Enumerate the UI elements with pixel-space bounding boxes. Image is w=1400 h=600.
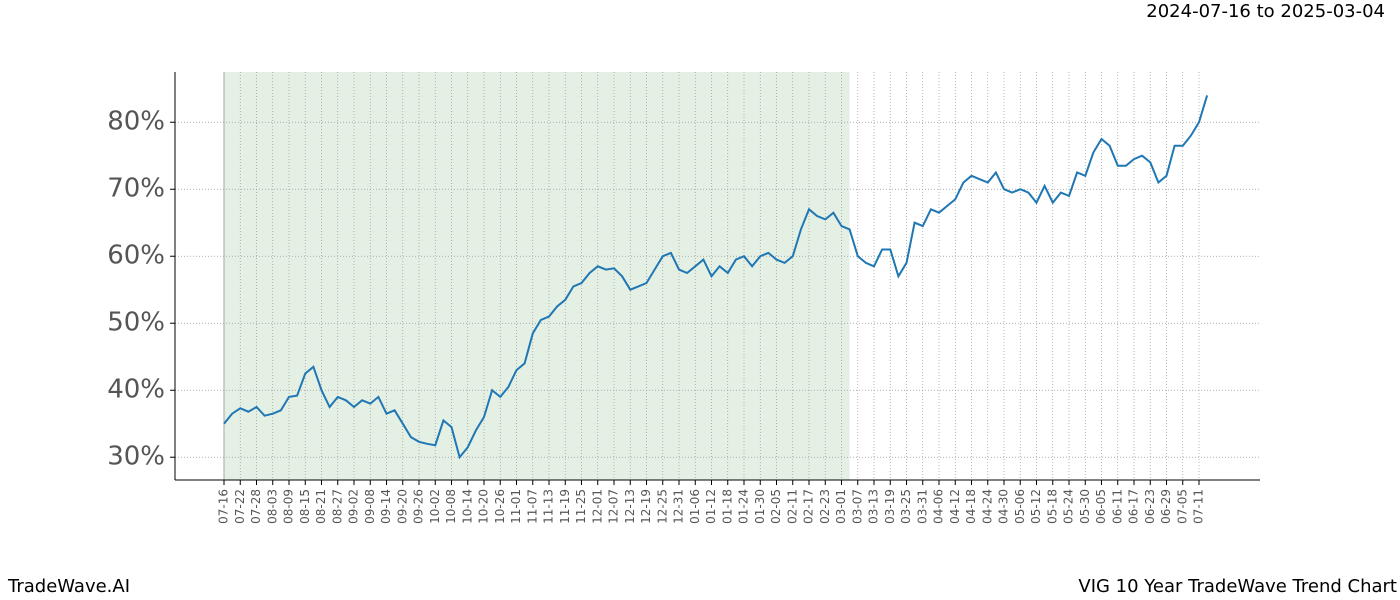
- x-tick-label: 12-01: [590, 489, 604, 524]
- x-tick-label: 10-26: [493, 489, 507, 524]
- x-tick-label: 05-12: [1029, 489, 1043, 524]
- x-tick-label: 03-25: [899, 489, 913, 524]
- x-tick-label: 11-19: [558, 489, 572, 524]
- x-tick-label: 01-06: [688, 489, 702, 524]
- x-tick-label: 04-06: [932, 489, 946, 524]
- x-tick-label: 04-18: [964, 489, 978, 524]
- x-tick-label: 08-27: [330, 489, 344, 524]
- chart-subtitle: 2024-07-16 to 2025-03-04: [1146, 1, 1385, 22]
- x-tick-label: 07-28: [249, 489, 263, 524]
- x-tick-label: 10-08: [444, 489, 458, 524]
- x-tick-label: 10-02: [428, 489, 442, 524]
- x-tick-label: 08-15: [298, 489, 312, 524]
- x-tick-label: 06-17: [1127, 489, 1141, 524]
- x-tick-label: 08-21: [314, 489, 328, 524]
- x-tick-label: 07-11: [1192, 489, 1206, 524]
- x-tick-label: 03-13: [867, 489, 881, 524]
- x-tick-label: 01-30: [753, 489, 767, 524]
- x-tick-label: 12-31: [672, 489, 686, 524]
- y-tick-label: 50%: [107, 308, 165, 338]
- x-tick-label: 05-18: [1045, 489, 1059, 524]
- x-tick-label: 02-11: [785, 489, 799, 524]
- x-tick-label: 09-14: [379, 489, 393, 524]
- x-tick-label: 06-23: [1143, 489, 1157, 524]
- x-tick-label: 11-01: [509, 489, 523, 524]
- x-tick-label: 05-30: [1078, 489, 1092, 524]
- x-tick-label: 06-29: [1159, 489, 1173, 524]
- x-tick-label: 03-01: [834, 489, 848, 524]
- y-tick-label: 80%: [107, 107, 165, 137]
- x-tick-label: 03-19: [883, 489, 897, 524]
- x-tick-label: 01-24: [737, 489, 751, 524]
- x-tick-label: 03-31: [915, 489, 929, 524]
- x-tick-label: 11-13: [542, 489, 556, 524]
- x-tick-label: 12-07: [607, 489, 621, 524]
- x-tick-label: 09-02: [347, 489, 361, 524]
- x-tick-label: 12-13: [623, 489, 637, 524]
- x-tick-label: 11-25: [574, 489, 588, 524]
- x-tick-label: 09-08: [363, 489, 377, 524]
- x-tick-label: 12-25: [655, 489, 669, 524]
- x-tick-label: 04-30: [997, 489, 1011, 524]
- y-tick-label: 30%: [107, 442, 165, 472]
- x-tick-label: 01-18: [720, 489, 734, 524]
- x-tick-label: 06-11: [1110, 489, 1124, 524]
- x-tick-label: 09-26: [412, 489, 426, 524]
- x-tick-label: 01-12: [704, 489, 718, 524]
- x-tick-label: 07-05: [1175, 489, 1189, 524]
- x-tick-label: 07-22: [233, 489, 247, 524]
- x-tick-label: 04-12: [948, 489, 962, 524]
- shaded-region: [224, 72, 850, 480]
- x-tick-label: 02-17: [802, 489, 816, 524]
- x-tick-label: 09-20: [395, 489, 409, 524]
- x-tick-label: 07-16: [217, 489, 231, 524]
- x-tick-label: 02-05: [769, 489, 783, 524]
- y-tick-label: 60%: [107, 241, 165, 271]
- y-tick-label: 40%: [107, 375, 165, 405]
- x-tick-label: 08-03: [265, 489, 279, 524]
- x-tick-label: 06-05: [1094, 489, 1108, 524]
- x-tick-label: 04-24: [980, 489, 994, 524]
- x-tick-label: 12-19: [639, 489, 653, 524]
- x-tick-label: 11-07: [525, 489, 539, 524]
- x-tick-label: 02-23: [818, 489, 832, 524]
- x-tick-label: 05-06: [1013, 489, 1027, 524]
- footer-right: VIG 10 Year TradeWave Trend Chart: [1078, 576, 1397, 597]
- data-line: [223, 95, 1209, 460]
- x-tick-label: 05-24: [1062, 489, 1076, 524]
- x-tick-label: 03-07: [850, 489, 864, 524]
- x-tick-label: 10-20: [477, 489, 491, 524]
- x-tick-label: 08-09: [282, 489, 296, 524]
- x-tick-label: 10-14: [460, 489, 474, 524]
- y-tick-label: 70%: [107, 174, 165, 204]
- footer-left: TradeWave.AI: [7, 576, 130, 597]
